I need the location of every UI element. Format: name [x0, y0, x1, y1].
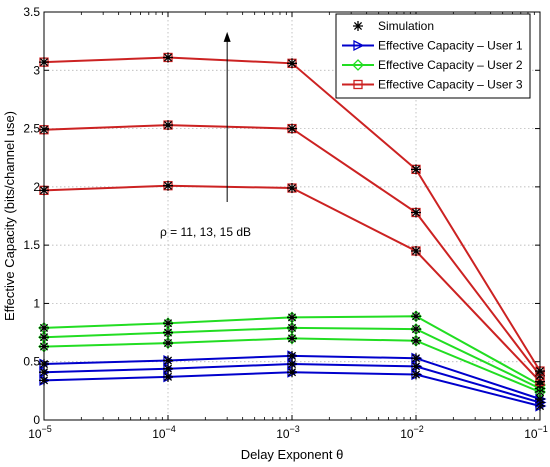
simulation-point-shape [163, 52, 173, 63]
y-axis-label: Effective Capacity (bits/channel use) [2, 111, 17, 321]
axis-ticks: 00.511.522.533.510−5 10−4 10−3 10−2 10−1 [23, 5, 548, 441]
legend-marker-shape [352, 59, 364, 71]
simulation-point [287, 367, 297, 378]
legend-marker-shape [353, 79, 363, 90]
simulation-point-shape [163, 180, 173, 191]
y-tick-label: 1.5 [23, 238, 40, 252]
simulation-point [163, 318, 173, 329]
legend-entry: Effective Capacity – User 2 [342, 58, 523, 72]
simulation-point [163, 371, 173, 382]
simulation-point-shape [163, 355, 173, 366]
simulation-point [411, 164, 421, 175]
simulation-point-shape [411, 207, 421, 218]
simulation-point [163, 120, 173, 131]
simulation-point-shape [287, 367, 297, 378]
legend-label: Simulation [378, 19, 434, 33]
simulation-point [287, 312, 297, 323]
series-4-marker [162, 337, 174, 349]
simulation-point-shape [411, 311, 421, 322]
legend-entry: Simulation [353, 19, 434, 33]
simulation-point [163, 52, 173, 63]
simulation-point [411, 245, 421, 256]
simulation-point-shape [287, 350, 297, 361]
legend-marker [352, 59, 364, 71]
simulation-point-shape [411, 369, 421, 380]
simulation-point [411, 207, 421, 218]
simulation-point-shape [287, 183, 297, 194]
simulation-point-shape [163, 327, 173, 338]
simulation-point-shape [411, 361, 421, 372]
y-tick-label: 1 [33, 296, 40, 310]
series-6-marker [162, 317, 174, 330]
simulation-point-shape [287, 123, 297, 134]
simulation-point [163, 327, 173, 338]
series-6-marker-shape [162, 317, 174, 330]
legend-label: Effective Capacity – User 2 [378, 58, 523, 72]
legend-entry: Effective Capacity – User 1 [342, 39, 523, 53]
legend-marker-shape [353, 39, 365, 52]
simulation-point-shape [163, 318, 173, 329]
x-tick-exponent: −1 [538, 424, 548, 434]
simulation-point [411, 335, 421, 346]
simulation-point-shape [411, 164, 421, 175]
simulation-point-shape [287, 333, 297, 344]
simulation-point [287, 123, 297, 134]
simulation-point-shape [163, 120, 173, 131]
simulation-point [411, 369, 421, 380]
simulation-point [287, 58, 297, 69]
legend-entry: Effective Capacity – User 3 [342, 78, 523, 92]
y-tick-label: 0.5 [23, 355, 40, 369]
simulation-point-shape [411, 335, 421, 346]
simulation-point [163, 338, 173, 349]
annotation-arrowhead [223, 31, 231, 42]
y-tick-label: 0 [33, 413, 40, 427]
simulation-point-shape [163, 371, 173, 382]
simulation-point [163, 180, 173, 191]
x-tick-exponent: −5 [42, 424, 52, 434]
annotation-text: ρ = 11, 13, 15 dB [160, 225, 251, 239]
legend-marker [353, 39, 365, 52]
legend: Simulation Effective Capacity – User 1 Eff… [335, 13, 531, 99]
series-4-marker-shape [162, 337, 174, 349]
simulation-point [411, 353, 421, 364]
legend-label: Effective Capacity – User 3 [378, 78, 523, 92]
simulation-point-shape [287, 359, 297, 370]
simulation-point-shape [287, 322, 297, 333]
simulation-point [287, 322, 297, 333]
simulation-point [287, 359, 297, 370]
x-axis-label: Delay Exponent θ [241, 447, 344, 462]
y-tick-label: 2.5 [23, 122, 40, 136]
simulation-point [163, 355, 173, 366]
x-tick-exponent: −2 [414, 424, 424, 434]
simulation-point-shape [287, 58, 297, 69]
simulation-point [163, 363, 173, 374]
simulation-point-shape [411, 324, 421, 335]
legend-marker [353, 21, 363, 31]
series-5-marker [286, 321, 298, 334]
y-tick-label: 3.5 [23, 5, 40, 19]
y-tick-label: 2 [33, 180, 40, 194]
x-tick-exponent: −4 [166, 424, 176, 434]
simulation-point-shape [287, 312, 297, 323]
simulation-point [411, 311, 421, 322]
simulation-point [287, 350, 297, 361]
simulation-point-shape [411, 245, 421, 256]
simulation-point [411, 361, 421, 372]
simulation-point [287, 333, 297, 344]
simulation-point-shape [411, 353, 421, 364]
x-tick-exponent: −3 [290, 424, 300, 434]
rho-annotation: ρ = 11, 13, 15 dB [160, 31, 251, 239]
legend-label: Effective Capacity – User 1 [378, 39, 523, 53]
simulation-point-shape [163, 338, 173, 349]
y-tick-label: 3 [33, 63, 40, 77]
simulation-point [411, 324, 421, 335]
simulation-point [287, 183, 297, 194]
simulation-point-shape [163, 363, 173, 374]
legend-marker [353, 79, 363, 90]
legend-marker-shape [353, 21, 363, 31]
series-5-marker-shape [286, 321, 298, 334]
